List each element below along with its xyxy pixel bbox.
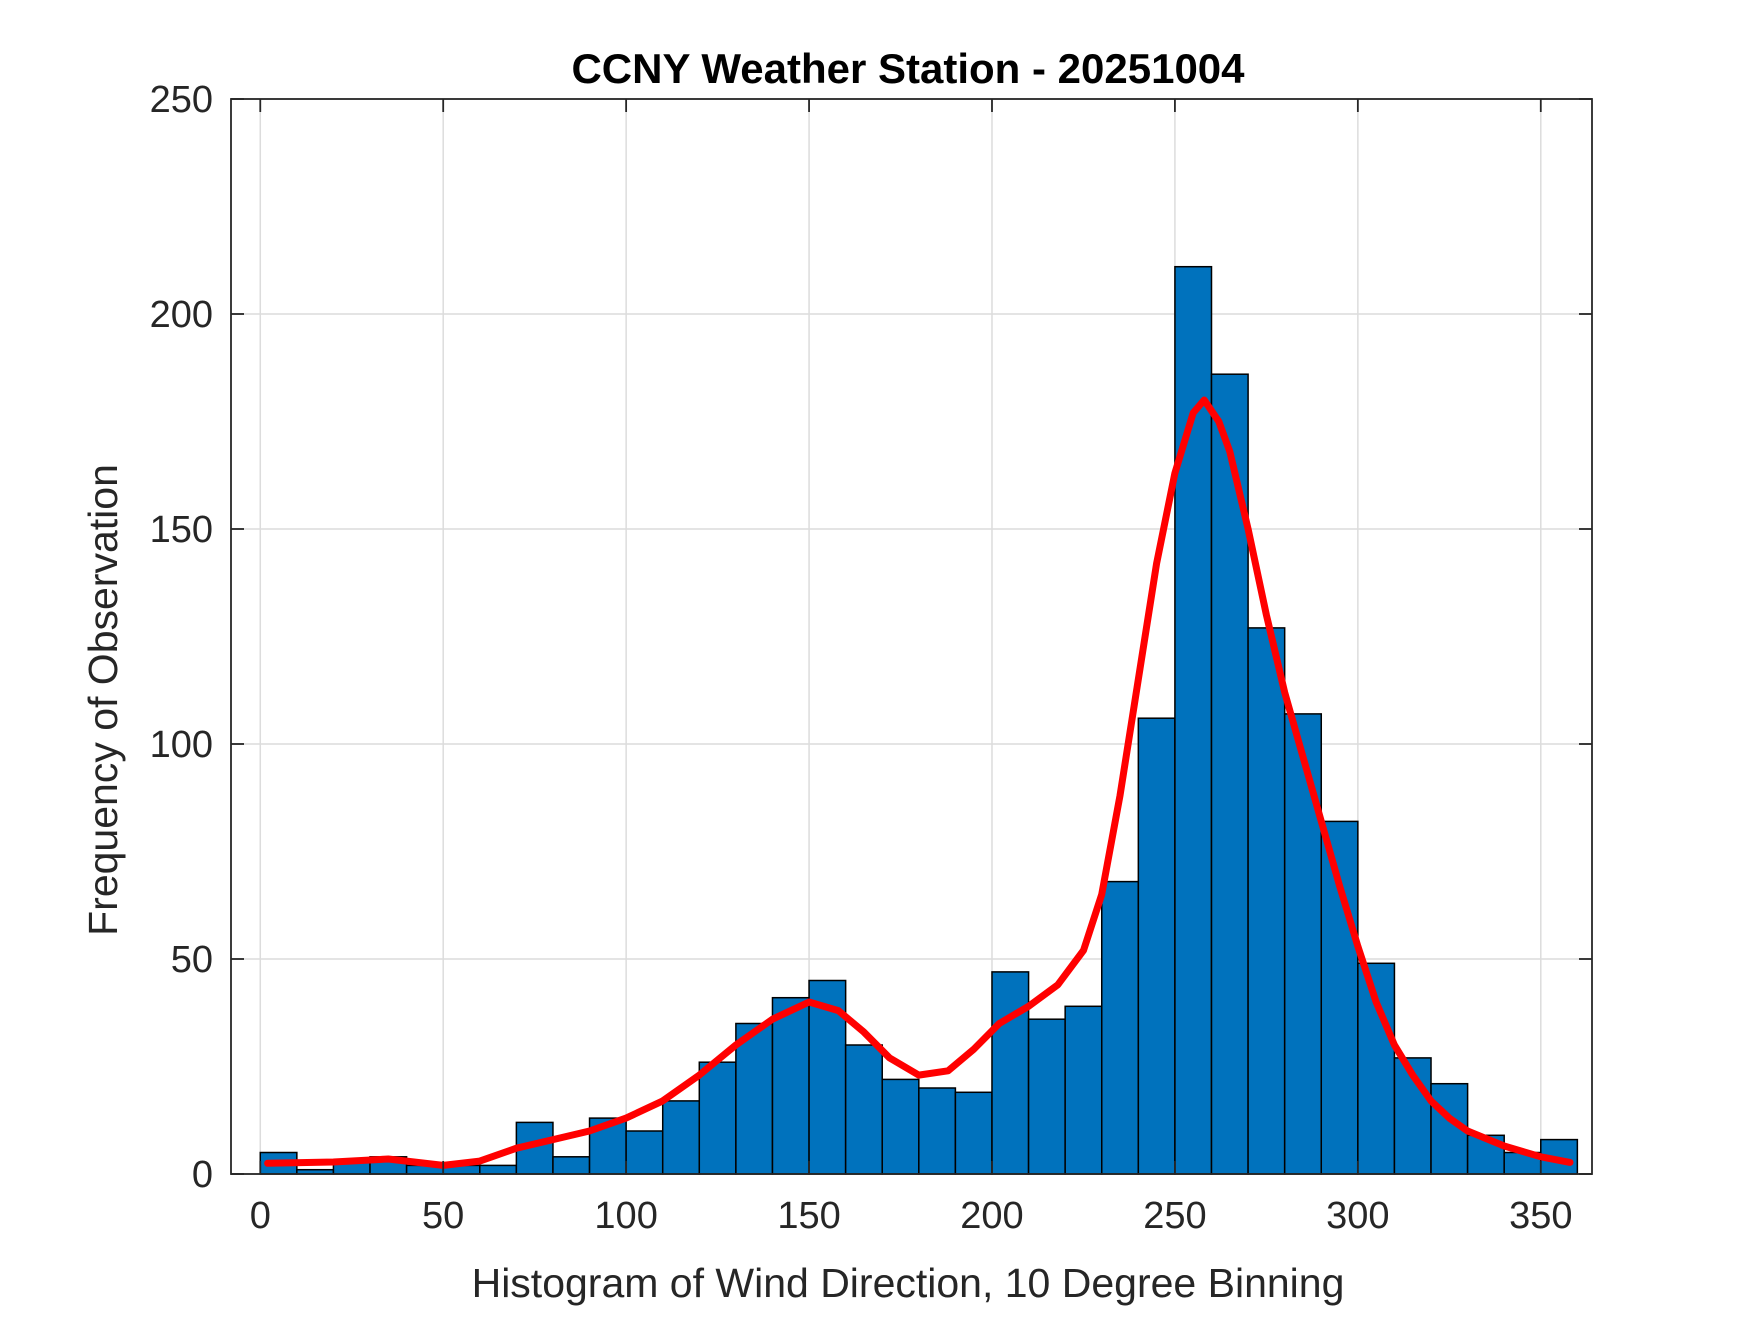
histogram-bar xyxy=(552,1156,591,1175)
histogram-bar xyxy=(954,1091,993,1175)
histogram-bar xyxy=(1100,880,1140,1175)
x-tick-label: 350 xyxy=(1509,1195,1572,1237)
histogram-bar xyxy=(661,1100,701,1175)
histogram-bar xyxy=(625,1130,664,1175)
histogram-bar xyxy=(844,1044,883,1175)
x-tick-label: 200 xyxy=(960,1195,1023,1237)
histogram-bar xyxy=(771,996,810,1175)
x-tick-label: 0 xyxy=(250,1195,271,1237)
x-axis-label: Histogram of Wind Direction, 10 Degree B… xyxy=(472,1260,1345,1306)
histogram-bar xyxy=(991,971,1030,1175)
x-tick-label: 50 xyxy=(422,1195,464,1237)
density-curve xyxy=(264,396,1574,1169)
x-tick-label: 150 xyxy=(777,1195,840,1237)
y-axis-label: Frequency of Observation xyxy=(80,464,126,936)
x-tick-label: 100 xyxy=(594,1195,657,1237)
histogram-bar xyxy=(1283,713,1323,1175)
histogram-bar xyxy=(918,1087,957,1175)
histogram-bar xyxy=(1027,1018,1066,1175)
axes-box xyxy=(230,98,1593,1175)
x-tick-label: 250 xyxy=(1143,1195,1206,1237)
y-tick-label: 50 xyxy=(171,939,213,981)
y-tick-label: 150 xyxy=(150,509,213,551)
histogram-bar xyxy=(1137,717,1176,1175)
histogram-bar xyxy=(1064,1005,1103,1175)
histogram-bar xyxy=(698,1061,737,1175)
y-tick-label: 250 xyxy=(150,79,213,121)
histogram-bar xyxy=(1247,627,1286,1175)
x-tick-label: 300 xyxy=(1326,1195,1389,1237)
y-tick-label: 200 xyxy=(150,294,213,336)
chart-title: CCNY Weather Station - 20251004 xyxy=(571,45,1245,92)
histogram-bar xyxy=(881,1078,920,1175)
histogram-bar xyxy=(735,1022,774,1175)
y-tick-label: 100 xyxy=(150,724,213,766)
y-tick-label: 0 xyxy=(192,1154,213,1196)
histogram-bar xyxy=(479,1164,518,1175)
